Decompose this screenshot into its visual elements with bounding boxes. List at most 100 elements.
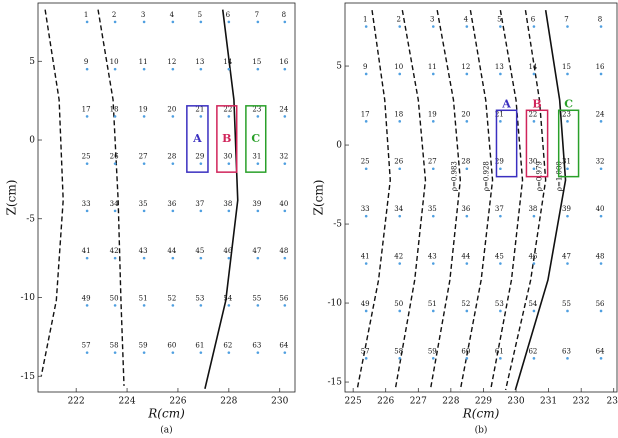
point-label: 9 <box>84 58 88 66</box>
point-label: 48 <box>279 247 288 255</box>
point <box>599 25 603 28</box>
point-label: 40 <box>596 205 605 213</box>
point-label: 62 <box>223 342 232 350</box>
y-tick-label: 5 <box>29 57 35 67</box>
point-label: 42 <box>110 247 119 255</box>
point-label: 14 <box>528 63 537 71</box>
x-tick-label: 228 <box>220 397 237 407</box>
x-tick-label: 226 <box>377 397 394 407</box>
point-label: 10 <box>110 58 119 66</box>
point-label: 8 <box>598 16 602 24</box>
region-box <box>525 109 549 178</box>
point <box>599 357 603 360</box>
point-label: 32 <box>596 158 605 166</box>
y-tick-label: 0 <box>29 136 35 146</box>
point <box>364 25 368 28</box>
point <box>398 72 402 76</box>
point <box>256 115 260 118</box>
point <box>532 214 536 218</box>
point-label: 53 <box>195 294 204 302</box>
box-label: B <box>222 132 231 145</box>
point-label: 44 <box>461 253 470 261</box>
point-label: 28 <box>167 153 176 161</box>
y-tick-label: 0 <box>336 141 342 151</box>
point <box>113 304 117 307</box>
point <box>199 256 203 260</box>
point <box>85 209 89 213</box>
point-label: 47 <box>562 253 571 261</box>
point <box>283 20 287 24</box>
point <box>431 357 435 360</box>
point-label: 41 <box>82 247 91 255</box>
point-label: 55 <box>562 300 571 308</box>
point <box>499 262 502 265</box>
point <box>227 209 231 213</box>
point-label: 41 <box>361 253 370 261</box>
region-box <box>245 105 267 173</box>
point-label: 35 <box>428 205 437 213</box>
point <box>566 167 569 171</box>
point-label: 37 <box>495 205 504 213</box>
point-label: 46 <box>223 247 232 255</box>
y-axis-label: Z(cm) <box>312 180 326 216</box>
point <box>113 162 117 165</box>
point-label: 47 <box>252 247 261 255</box>
point <box>142 20 146 24</box>
curve <box>40 9 64 376</box>
point-label: 27 <box>428 158 437 166</box>
point-label: 29 <box>495 158 504 166</box>
point <box>142 351 146 354</box>
point <box>364 72 368 76</box>
point-label: 44 <box>167 247 176 255</box>
point-label: 25 <box>361 158 370 166</box>
point-label: 31 <box>252 153 261 161</box>
point-label: 19 <box>428 110 437 118</box>
point-label: 52 <box>167 294 176 302</box>
point <box>465 25 469 28</box>
point <box>499 72 502 76</box>
point-label: 52 <box>461 300 470 308</box>
point <box>171 20 175 24</box>
point <box>283 351 287 354</box>
point-label: 13 <box>195 58 204 66</box>
point <box>431 25 435 28</box>
curve <box>356 10 391 391</box>
point-label: 1 <box>363 16 367 24</box>
region-box <box>216 105 238 173</box>
point <box>431 167 435 171</box>
point <box>227 256 231 260</box>
point <box>532 262 536 265</box>
point-label: 51 <box>139 294 148 302</box>
point <box>113 115 117 118</box>
point-label: 59 <box>428 347 437 355</box>
point <box>199 67 203 71</box>
point <box>566 357 569 360</box>
point-label: 20 <box>461 110 470 118</box>
point-label: 58 <box>394 347 403 355</box>
point-label: 11 <box>428 63 437 71</box>
box-label: C <box>251 132 260 145</box>
point <box>532 357 536 360</box>
point-label: 50 <box>110 294 119 302</box>
point <box>465 72 469 76</box>
point <box>283 115 287 118</box>
point <box>199 209 203 213</box>
point <box>171 162 175 165</box>
curve-annotation: ρ=0.928 <box>483 161 491 191</box>
point-label: 18 <box>110 105 119 113</box>
point-label: 34 <box>394 205 403 213</box>
point <box>398 309 402 313</box>
point <box>566 262 569 265</box>
point-label: 54 <box>528 300 537 308</box>
point <box>142 256 146 260</box>
point <box>465 262 469 265</box>
point-label: 54 <box>223 294 232 302</box>
x-axis-label: R(cm) <box>462 407 500 421</box>
point <box>566 25 569 28</box>
point <box>142 115 146 118</box>
x-axis-label: R(cm) <box>147 407 185 421</box>
x-tick-label: 222 <box>68 397 85 407</box>
point-label: 63 <box>562 347 571 355</box>
caption: (a) <box>160 425 172 436</box>
point <box>398 167 402 171</box>
